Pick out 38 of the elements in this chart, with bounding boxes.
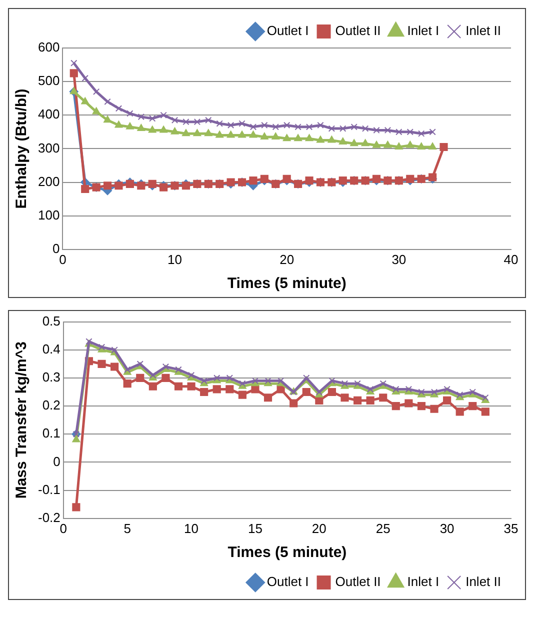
y-tick-label: 0.5 bbox=[42, 313, 60, 328]
x-axis-title: Times (5 minute) bbox=[227, 275, 346, 292]
legend-label: Outlet II bbox=[335, 574, 381, 590]
x-tick-label: 30 bbox=[440, 520, 454, 536]
y-tick-label: 0 bbox=[53, 454, 60, 469]
legend-label: Inlet I bbox=[407, 574, 440, 590]
y-tick-label: 100 bbox=[38, 207, 60, 222]
x-tick-label: 20 bbox=[280, 252, 294, 267]
y-tick-label: -0.1 bbox=[38, 482, 60, 497]
y-tick-label: 600 bbox=[38, 40, 60, 55]
x-tick-label: 35 bbox=[504, 520, 518, 536]
legend-label: Inlet II bbox=[466, 574, 502, 590]
x-tick-label: 10 bbox=[184, 520, 199, 536]
y-axis-title: Mass Transfer kg/m^3 bbox=[13, 342, 30, 499]
x-tick-label: 10 bbox=[168, 252, 182, 267]
x-tick-label: 30 bbox=[392, 252, 406, 267]
x-axis-title: Times (5 minute) bbox=[228, 544, 347, 562]
y-tick-label: 0.4 bbox=[42, 341, 60, 356]
x-tick-label: 5 bbox=[124, 520, 131, 536]
x-tick-label: 15 bbox=[248, 520, 262, 536]
y-tick-label: 300 bbox=[38, 140, 60, 156]
y-tick-label: -0.2 bbox=[38, 510, 60, 525]
legend-label: Inlet II bbox=[466, 23, 502, 38]
y-tick-label: 0.2 bbox=[42, 398, 60, 413]
y-tick-label: 400 bbox=[38, 106, 60, 122]
y-tick-label: 0.1 bbox=[42, 426, 60, 441]
legend-label: Outlet I bbox=[266, 23, 309, 38]
legend-label: Outlet II bbox=[335, 23, 381, 38]
y-axis-title: Enthalpy (Btu/bl) bbox=[13, 88, 30, 209]
x-tick-label: 20 bbox=[312, 520, 326, 536]
x-tick-label: 25 bbox=[376, 520, 390, 536]
legend-label: Outlet I bbox=[266, 574, 309, 590]
legend-label: Inlet I bbox=[407, 23, 440, 38]
y-tick-label: 200 bbox=[38, 174, 60, 189]
y-tick-label: 0 bbox=[52, 240, 60, 256]
x-tick-label: 40 bbox=[504, 252, 518, 267]
y-tick-label: 0.3 bbox=[42, 370, 60, 385]
y-tick-label: 500 bbox=[38, 73, 60, 88]
